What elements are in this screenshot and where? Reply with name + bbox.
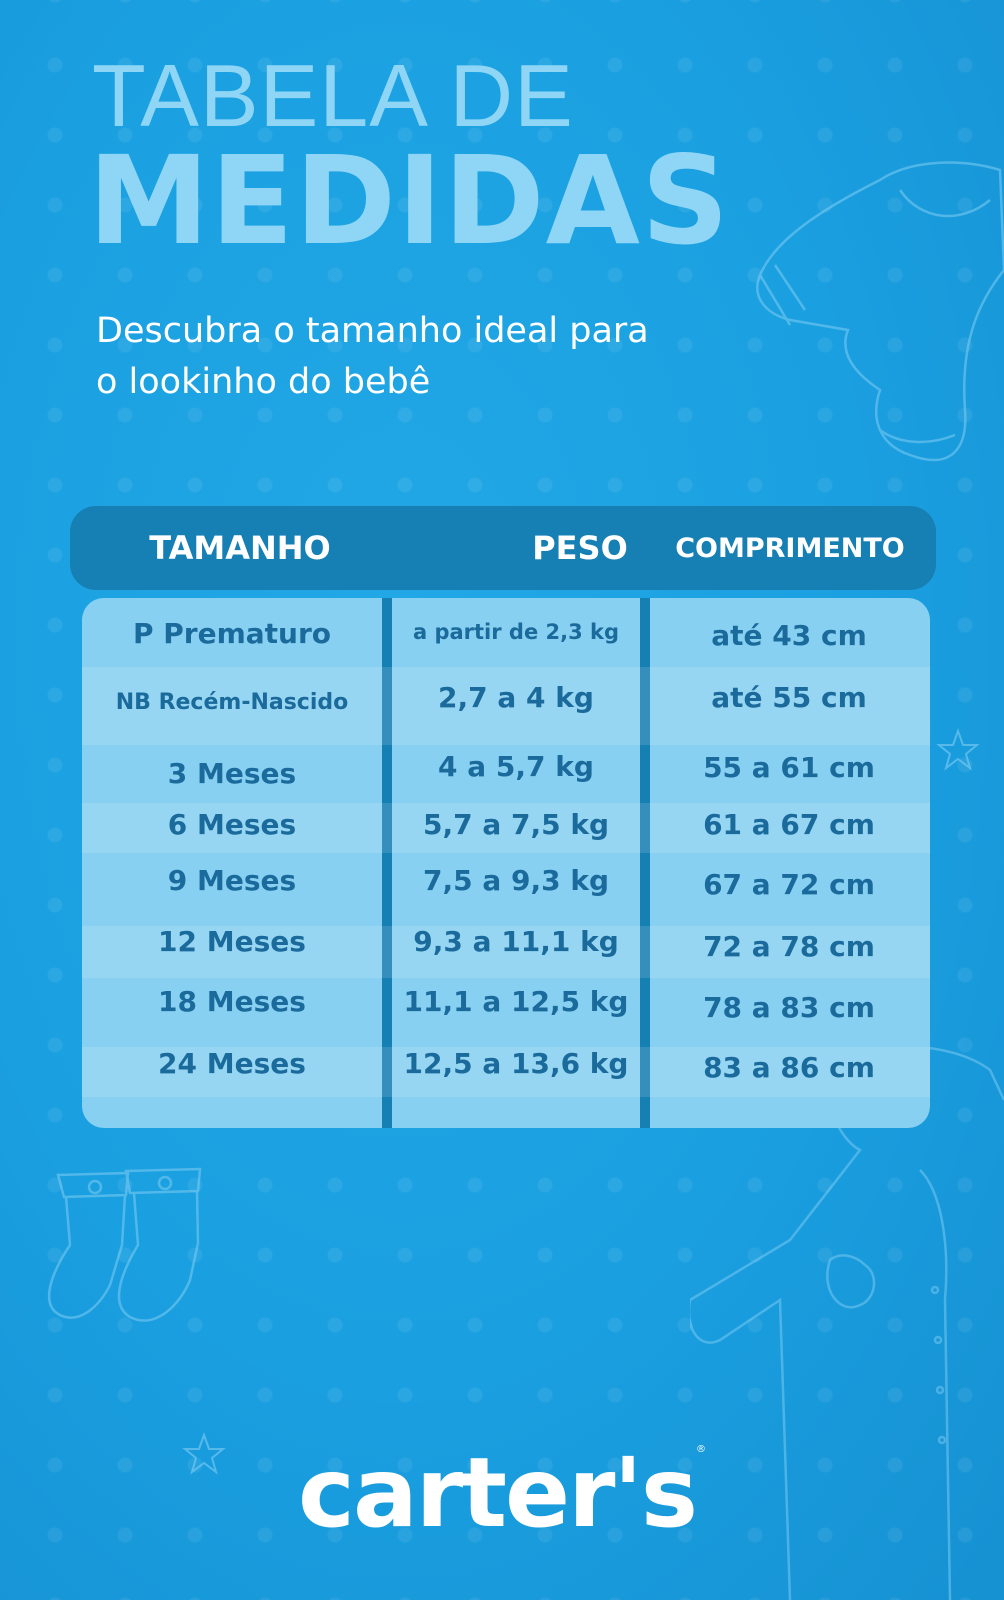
table-row-length: 78 a 83 cm — [703, 991, 875, 1024]
table-row-size: NB Recém-Nascido — [115, 690, 349, 715]
table-row-length: 72 a 78 cm — [703, 930, 875, 963]
table-row-length: até 43 cm — [711, 619, 867, 652]
table-row-length: 67 a 72 cm — [703, 868, 875, 901]
star-icon — [936, 728, 980, 771]
table-row-length: 83 a 86 cm — [703, 1051, 875, 1084]
table-row-weight: 7,5 a 9,3 kg — [422, 864, 609, 897]
table-row-size: P Prematuro — [132, 617, 332, 650]
subtitle: Descubra o tamanho ideal para o lookinho… — [96, 306, 649, 408]
header-tamanho: TAMANHO — [149, 529, 331, 567]
baby-bodysuit-icon — [756, 161, 1004, 462]
logo-text: carter's — [298, 1437, 698, 1549]
row-stripe — [82, 1047, 930, 1097]
table-row-size: 18 Meses — [158, 985, 306, 1018]
table-row-length: 55 a 61 cm — [703, 751, 875, 784]
registered-mark: ® — [695, 1444, 706, 1455]
table-row-weight: 9,3 a 11,1 kg — [413, 925, 619, 958]
table-row-length: 61 a 67 cm — [703, 808, 875, 841]
table-row-weight: 11,1 a 12,5 kg — [403, 985, 629, 1018]
table-row-weight: 5,7 a 7,5 kg — [422, 808, 609, 841]
socks-icon — [47, 1167, 202, 1322]
table-row-size: 12 Meses — [158, 925, 306, 958]
star-icon — [182, 1432, 226, 1475]
column-length — [648, 598, 930, 1128]
column-weight — [392, 598, 640, 1128]
table-row-size: 6 Meses — [167, 808, 297, 841]
table-header: TAMANHO PESO COMPRIMENTO — [70, 506, 936, 590]
carters-logo: carter's® — [0, 1444, 1004, 1542]
column-size — [82, 598, 382, 1128]
subtitle-line-1: Descubra o tamanho ideal para — [96, 311, 649, 351]
title-line-2: MEDIDAS — [88, 130, 730, 272]
column-divider — [382, 598, 392, 1128]
table-row-size: 9 Meses — [167, 864, 297, 897]
table-row-size: 24 Meses — [158, 1047, 306, 1080]
table-row-length: até 55 cm — [711, 681, 867, 714]
table-row-size: 3 Meses — [167, 757, 297, 790]
subtitle-line-2: o lookinho do bebê — [96, 362, 431, 402]
table-row-weight: a partir de 2,3 kg — [412, 620, 620, 644]
header-peso: PESO — [532, 529, 628, 567]
table-row-weight: 4 a 5,7 kg — [438, 750, 594, 783]
row-stripe — [82, 803, 930, 853]
column-divider — [640, 598, 650, 1128]
table-row-weight: 12,5 a 13,6 kg — [403, 1047, 629, 1080]
table-row-weight: 2,7 a 4 kg — [438, 681, 594, 714]
row-stripe — [82, 667, 930, 745]
title-line-1: TABELA DE — [92, 46, 574, 145]
header-comprimento: COMPRIMENTO — [675, 532, 905, 564]
row-stripe — [82, 926, 930, 978]
